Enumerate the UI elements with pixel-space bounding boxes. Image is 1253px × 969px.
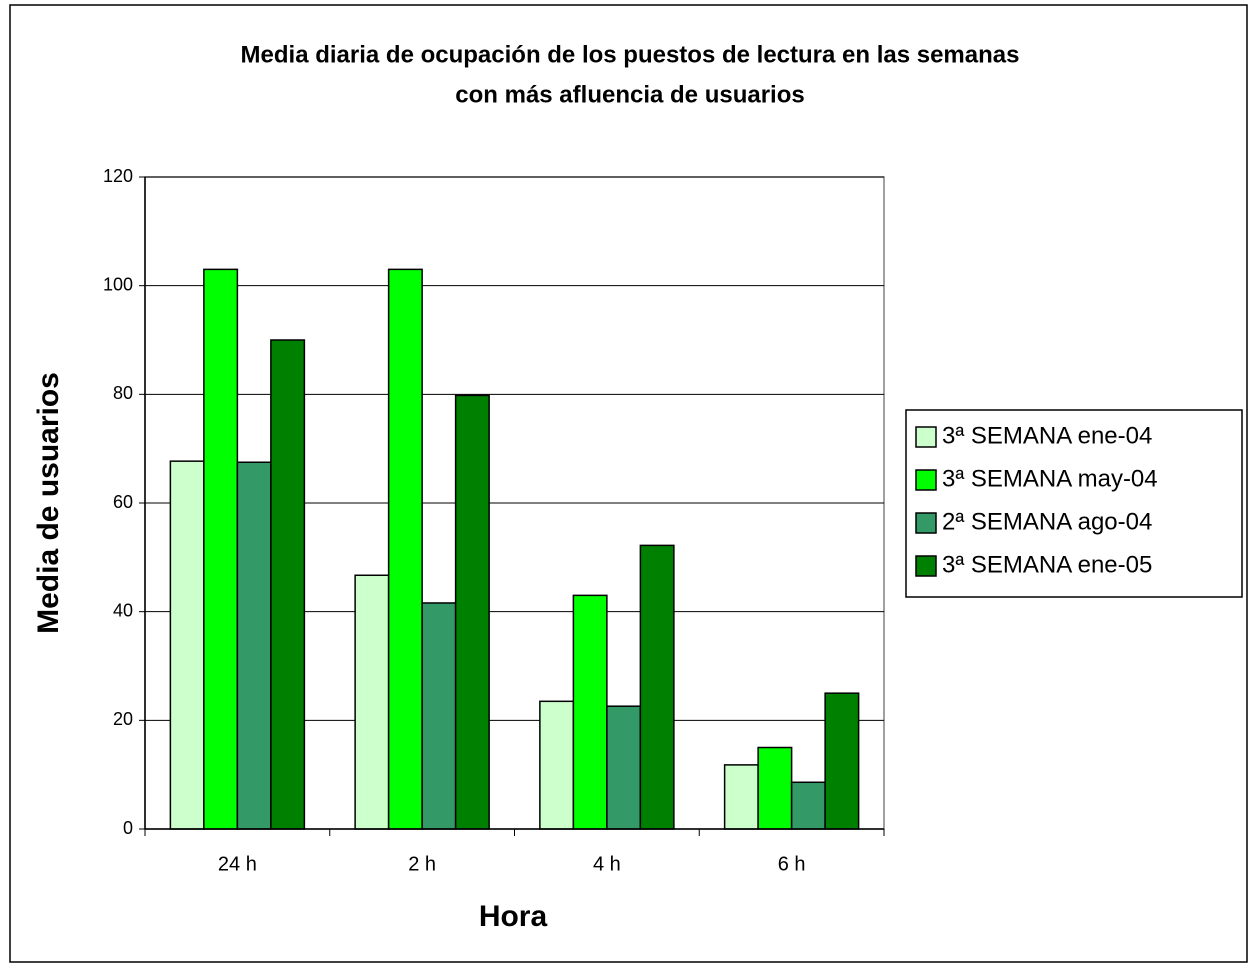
y-tick-label: 40 xyxy=(113,600,133,620)
x-tick-label: 6 h xyxy=(778,853,806,875)
y-tick-label: 120 xyxy=(103,166,133,186)
legend-label: 2ª SEMANA ago-04 xyxy=(942,508,1152,535)
legend-label: 3ª SEMANA ene-05 xyxy=(942,551,1152,578)
bar xyxy=(790,781,826,830)
y-tick-label: 20 xyxy=(113,709,133,729)
bar xyxy=(236,461,272,830)
x-tick-label: 4 h xyxy=(593,853,621,875)
bar xyxy=(572,594,608,830)
bar xyxy=(723,764,759,830)
y-tick-label: 0 xyxy=(123,818,133,838)
y-axis-label: Media de usuarios xyxy=(32,372,65,634)
x-tick-label: 2 h xyxy=(408,853,436,875)
bar xyxy=(203,268,239,830)
legend-swatch xyxy=(915,555,937,577)
bar xyxy=(606,705,642,830)
chart-title: Media diaria de ocupación de los puestos… xyxy=(241,41,1020,68)
bar xyxy=(354,574,390,830)
bar xyxy=(639,544,675,830)
legend-swatch xyxy=(915,469,937,491)
bar xyxy=(454,394,490,830)
bar xyxy=(270,339,306,830)
bar xyxy=(387,268,423,830)
x-tick-label: 24 h xyxy=(218,853,257,875)
legend-swatch xyxy=(915,512,937,534)
legend-box xyxy=(905,409,1243,598)
legend-swatch xyxy=(915,426,937,448)
bar xyxy=(421,602,457,830)
legend-label: 3ª SEMANA may-04 xyxy=(942,465,1158,492)
bar xyxy=(539,700,575,830)
chart-title: con más afluencia de usuarios xyxy=(455,81,804,108)
bar xyxy=(757,746,793,830)
y-tick-label: 80 xyxy=(113,383,133,403)
bar xyxy=(169,460,205,830)
legend-label: 3ª SEMANA ene-04 xyxy=(942,422,1152,449)
y-tick-label: 60 xyxy=(113,492,133,512)
x-axis-label: Hora xyxy=(479,900,548,933)
bar xyxy=(824,692,860,830)
y-tick-label: 100 xyxy=(103,274,133,294)
